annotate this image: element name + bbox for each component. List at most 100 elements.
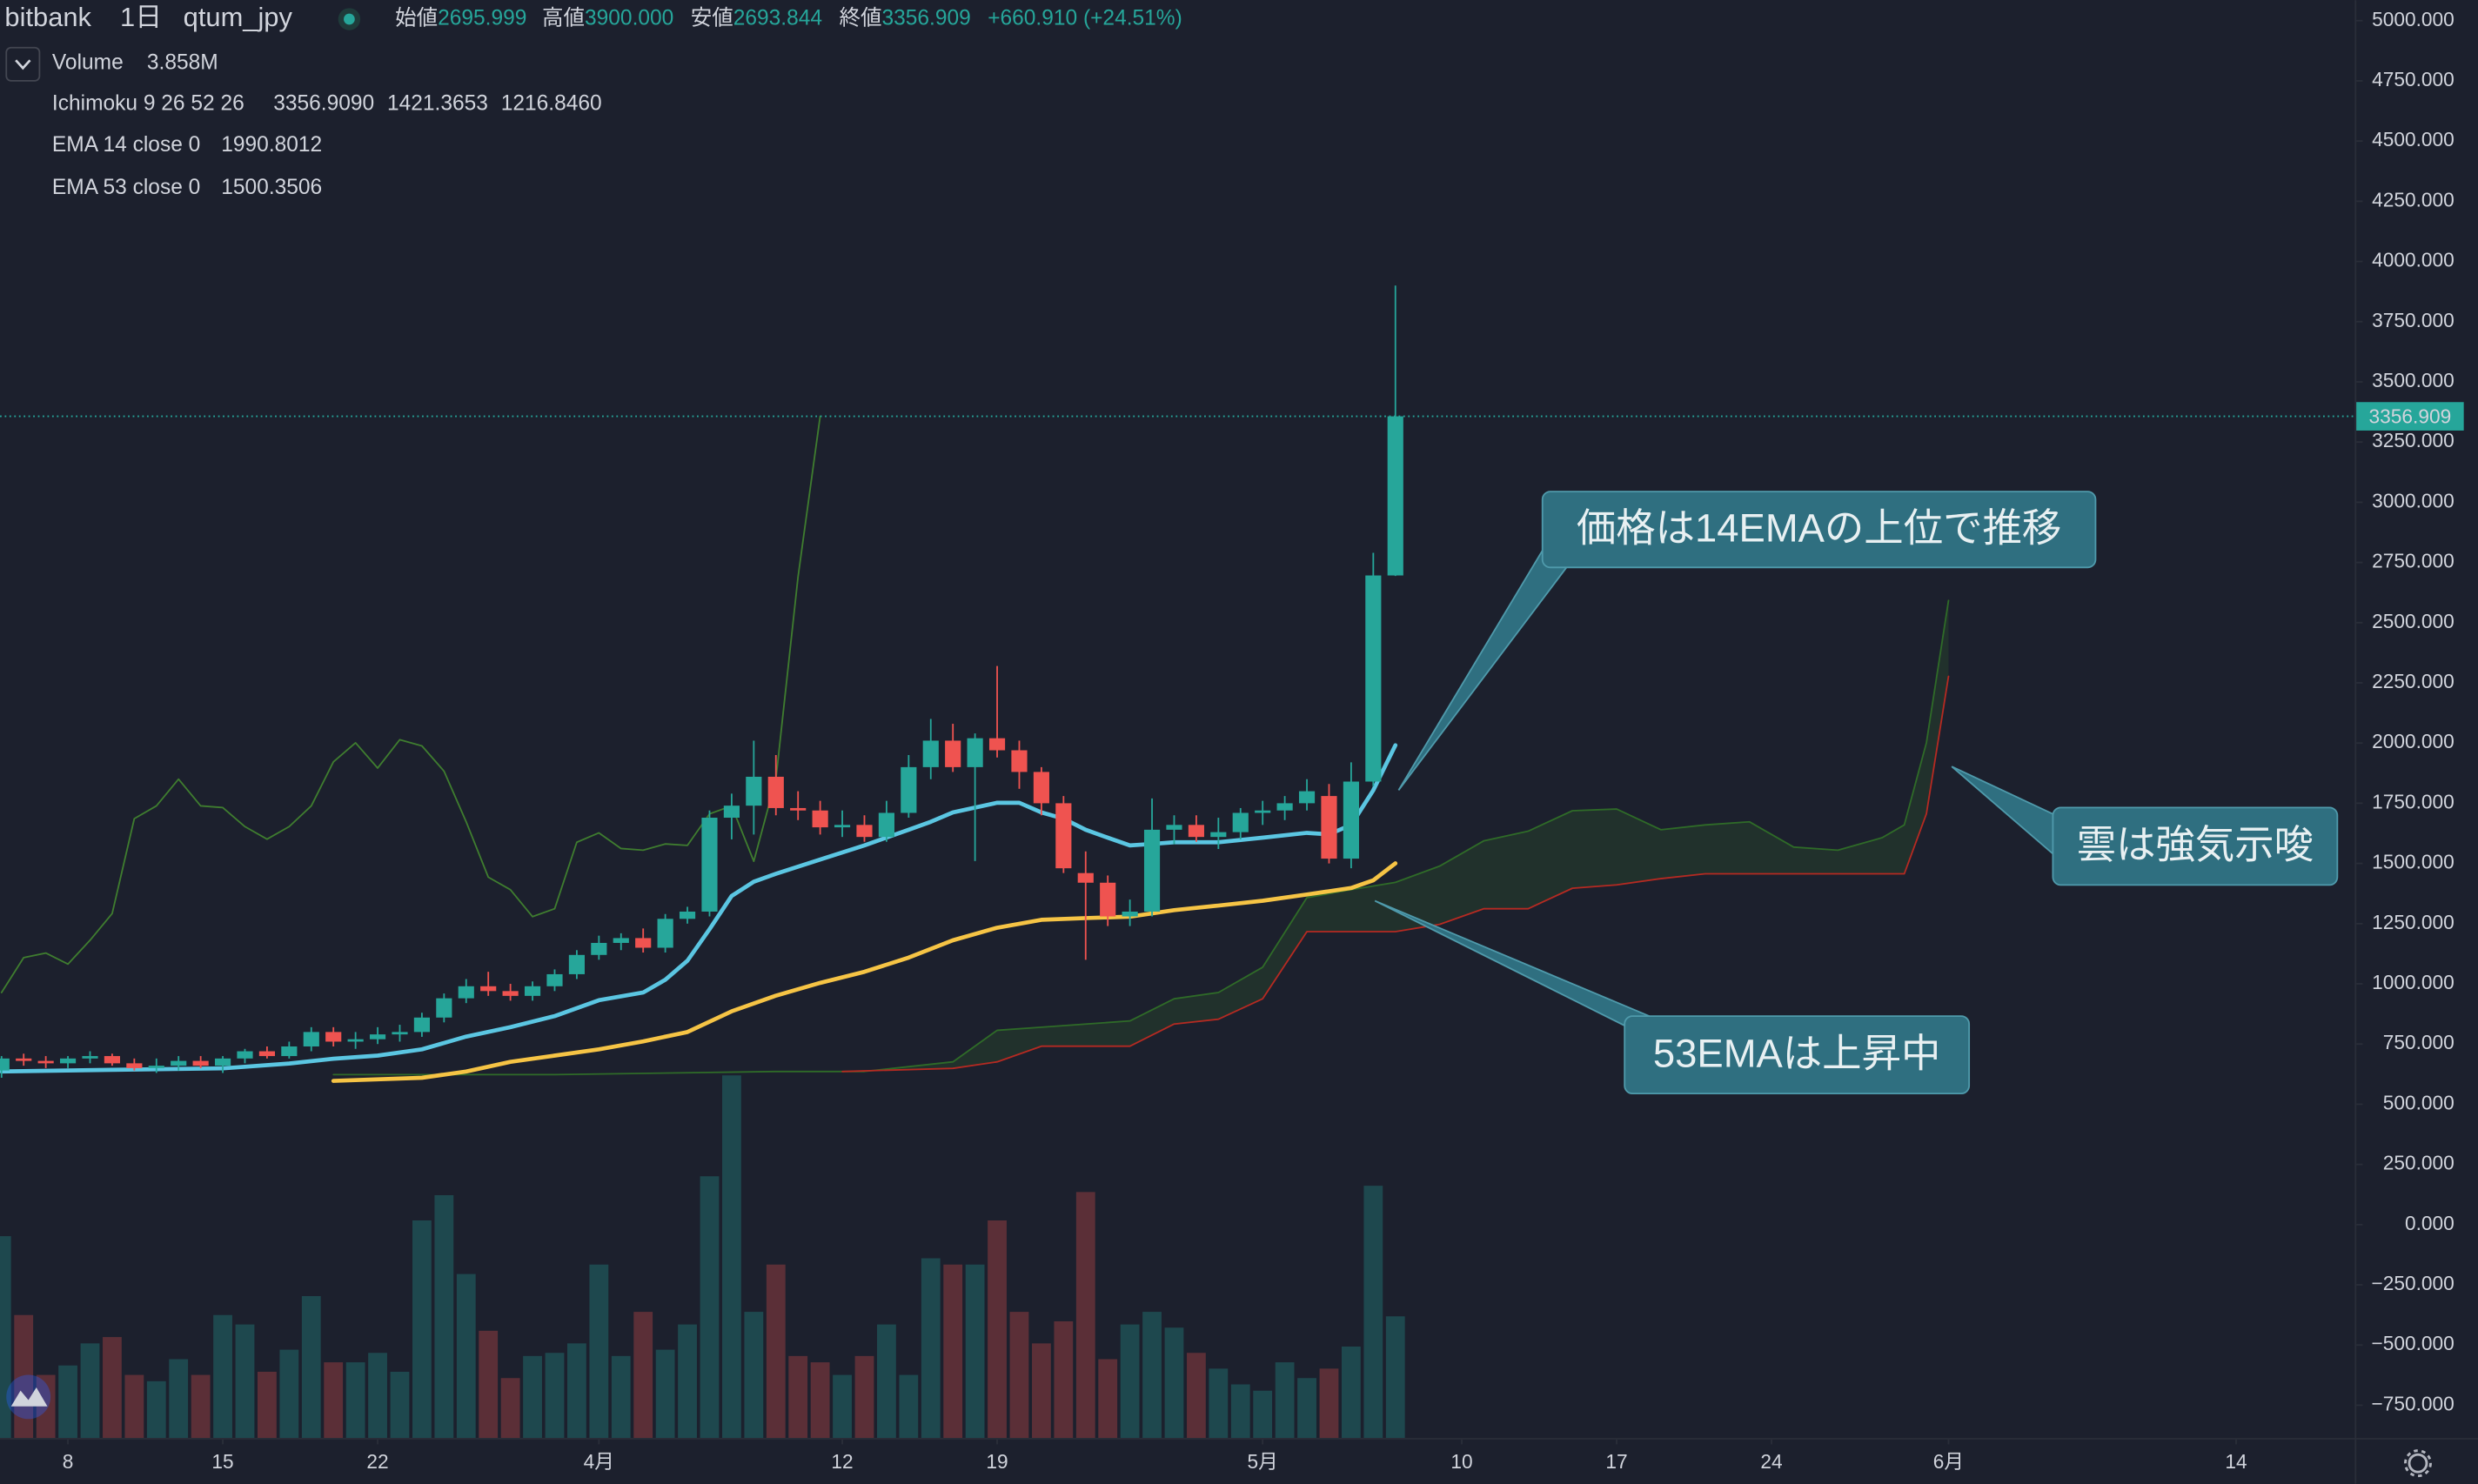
ohlc-value: 2695.999 bbox=[438, 7, 526, 30]
candle-body bbox=[458, 986, 474, 999]
volume-bar bbox=[324, 1362, 344, 1439]
volume-bar bbox=[1187, 1353, 1206, 1439]
candle-body bbox=[1100, 882, 1116, 917]
volume-bar bbox=[80, 1343, 100, 1439]
candle-body bbox=[392, 1032, 408, 1035]
candle-body bbox=[258, 1051, 276, 1057]
x-tick-label: 24 bbox=[1760, 1450, 1782, 1473]
ohlc-label: 終値 bbox=[839, 6, 881, 30]
y-tick-label: 2000.000 bbox=[2372, 730, 2455, 752]
volume-bar bbox=[678, 1324, 697, 1439]
volume-bar bbox=[965, 1264, 985, 1439]
x-tick-label: 4月 bbox=[584, 1450, 614, 1473]
volume-bar bbox=[58, 1365, 77, 1439]
ohlc-label: 安値 bbox=[691, 6, 733, 30]
collapse-button[interactable] bbox=[5, 46, 41, 82]
volume-bar bbox=[1319, 1368, 1339, 1439]
volume-bar bbox=[213, 1314, 232, 1439]
volume-bar bbox=[390, 1371, 410, 1439]
logo-mark bbox=[10, 1387, 48, 1407]
volume-bar bbox=[0, 1236, 11, 1439]
logo[interactable] bbox=[6, 1374, 51, 1420]
candle-body bbox=[922, 740, 939, 767]
volume-bar bbox=[545, 1353, 565, 1439]
gear-icon bbox=[2408, 1453, 2428, 1474]
volume-bar bbox=[611, 1355, 631, 1439]
volume-bar bbox=[810, 1362, 830, 1439]
legend-name[interactable]: Ichimoku 9 26 52 26 bbox=[52, 92, 244, 116]
volume-bar bbox=[279, 1349, 299, 1439]
y-tick-label: 2750.000 bbox=[2372, 550, 2455, 572]
y-tick-label: 1000.000 bbox=[2372, 971, 2455, 993]
x-tick-label: 22 bbox=[366, 1450, 388, 1473]
candle-body bbox=[126, 1063, 143, 1068]
y-tick-label: 0.000 bbox=[2405, 1212, 2455, 1234]
candle-body bbox=[613, 938, 629, 943]
x-tick-label: 6月 bbox=[1933, 1450, 1964, 1473]
y-tick-label: 4750.000 bbox=[2372, 68, 2455, 90]
ema-line bbox=[0, 743, 1398, 1074]
volume-bar bbox=[1363, 1186, 1383, 1439]
ohlc-row: 始値 2695.999 高値 3900.000 安値 2693.844 終値 3356.909… bbox=[395, 6, 1182, 30]
callout-box bbox=[1541, 491, 2097, 569]
legend-name[interactable]: Volume bbox=[52, 50, 124, 74]
candle-body bbox=[1210, 832, 1227, 838]
ohlc-value: 2693.844 bbox=[733, 7, 822, 30]
candle-body bbox=[591, 942, 607, 955]
volume-bar bbox=[301, 1295, 321, 1439]
y-tick-label: 250.000 bbox=[2383, 1152, 2455, 1174]
candle-body bbox=[790, 807, 807, 811]
volume-bar bbox=[655, 1349, 675, 1439]
y-tick-label: 5000.000 bbox=[2372, 8, 2455, 30]
symbol: qtum_jpy bbox=[184, 2, 293, 32]
candle-body bbox=[1255, 810, 1271, 813]
last-price-badge bbox=[2356, 402, 2464, 431]
candle-body bbox=[1343, 781, 1359, 859]
y-tick-label: 500.000 bbox=[2383, 1091, 2455, 1113]
candle-body bbox=[1143, 829, 1161, 912]
volume-bar bbox=[877, 1324, 896, 1439]
x-tick-label: 15 bbox=[211, 1450, 233, 1473]
legend-name[interactable]: EMA 14 close 0 bbox=[52, 133, 200, 157]
volume-bar bbox=[258, 1371, 277, 1439]
volume-bar bbox=[722, 1075, 741, 1439]
candle-body bbox=[502, 991, 519, 996]
candle-body bbox=[1298, 791, 1316, 804]
candle-body bbox=[347, 1039, 364, 1042]
logo-bg bbox=[6, 1374, 51, 1420]
volume-bar bbox=[1209, 1368, 1229, 1439]
volume-bar bbox=[146, 1380, 166, 1439]
y-tick-label: 2500.000 bbox=[2372, 610, 2455, 632]
y-tick-label: 4250.000 bbox=[2372, 188, 2455, 211]
candle-body bbox=[856, 825, 873, 838]
volume-bar bbox=[788, 1355, 808, 1439]
ohlc-label: 高値 bbox=[542, 6, 585, 30]
legend-name[interactable]: EMA 53 close 0 bbox=[52, 176, 200, 199]
candle-body bbox=[723, 806, 740, 819]
volume-bar bbox=[169, 1359, 189, 1439]
volume-bar bbox=[589, 1264, 609, 1439]
candle-body bbox=[480, 986, 497, 992]
settings-button[interactable] bbox=[2403, 1449, 2432, 1478]
ohlc-label: 始値 bbox=[395, 6, 438, 30]
candle-body bbox=[303, 1032, 319, 1046]
status-dot[interactable] bbox=[344, 13, 355, 25]
volume-bar bbox=[921, 1258, 941, 1439]
ema-line bbox=[331, 861, 1398, 1083]
candle-body bbox=[59, 1058, 77, 1064]
volume-bar bbox=[1098, 1359, 1118, 1439]
legend-value: 3356.9090 bbox=[273, 92, 374, 116]
volume-bar bbox=[523, 1355, 542, 1439]
volume-bar bbox=[1120, 1324, 1140, 1439]
volume-bar bbox=[943, 1264, 963, 1439]
volume-bar bbox=[988, 1220, 1007, 1439]
candle-body bbox=[1011, 750, 1028, 772]
y-tick-label: 1250.000 bbox=[2372, 911, 2455, 933]
y-tick-label: 3000.000 bbox=[2372, 489, 2455, 511]
gear-teeth bbox=[2403, 1449, 2432, 1478]
callout-text: 53EMAは上昇中 bbox=[1653, 1031, 1940, 1075]
x-tick-label: 10 bbox=[1450, 1450, 1472, 1473]
x-tick-label: 12 bbox=[831, 1450, 853, 1473]
